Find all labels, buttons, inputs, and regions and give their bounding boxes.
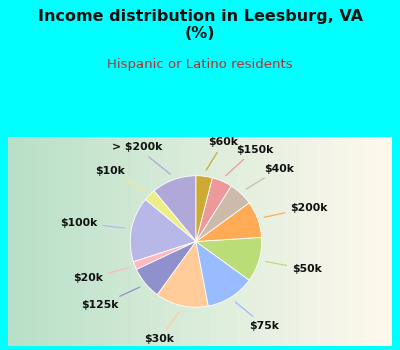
Wedge shape bbox=[130, 199, 196, 262]
Wedge shape bbox=[134, 241, 196, 270]
Text: Income distribution in Leesburg, VA
(%): Income distribution in Leesburg, VA (%) bbox=[38, 9, 362, 41]
Text: $50k: $50k bbox=[266, 261, 322, 274]
Wedge shape bbox=[196, 176, 212, 241]
Wedge shape bbox=[145, 191, 196, 241]
Text: Hispanic or Latino residents: Hispanic or Latino residents bbox=[107, 58, 293, 71]
Wedge shape bbox=[196, 241, 249, 306]
Text: $10k: $10k bbox=[96, 166, 144, 191]
Wedge shape bbox=[196, 178, 231, 242]
Text: $60k: $60k bbox=[206, 137, 238, 170]
Text: $150k: $150k bbox=[226, 145, 273, 176]
Wedge shape bbox=[136, 241, 196, 295]
Text: $20k: $20k bbox=[73, 268, 128, 283]
Wedge shape bbox=[196, 203, 262, 242]
Text: $40k: $40k bbox=[246, 164, 294, 189]
Wedge shape bbox=[157, 241, 208, 307]
Text: $100k: $100k bbox=[60, 218, 125, 228]
Text: $75k: $75k bbox=[236, 302, 280, 331]
Wedge shape bbox=[196, 237, 262, 280]
Wedge shape bbox=[154, 176, 196, 241]
Text: $200k: $200k bbox=[264, 203, 328, 217]
Wedge shape bbox=[196, 186, 249, 242]
Text: $125k: $125k bbox=[82, 287, 140, 310]
Text: > $200k: > $200k bbox=[112, 142, 170, 174]
Text: $30k: $30k bbox=[144, 312, 179, 344]
